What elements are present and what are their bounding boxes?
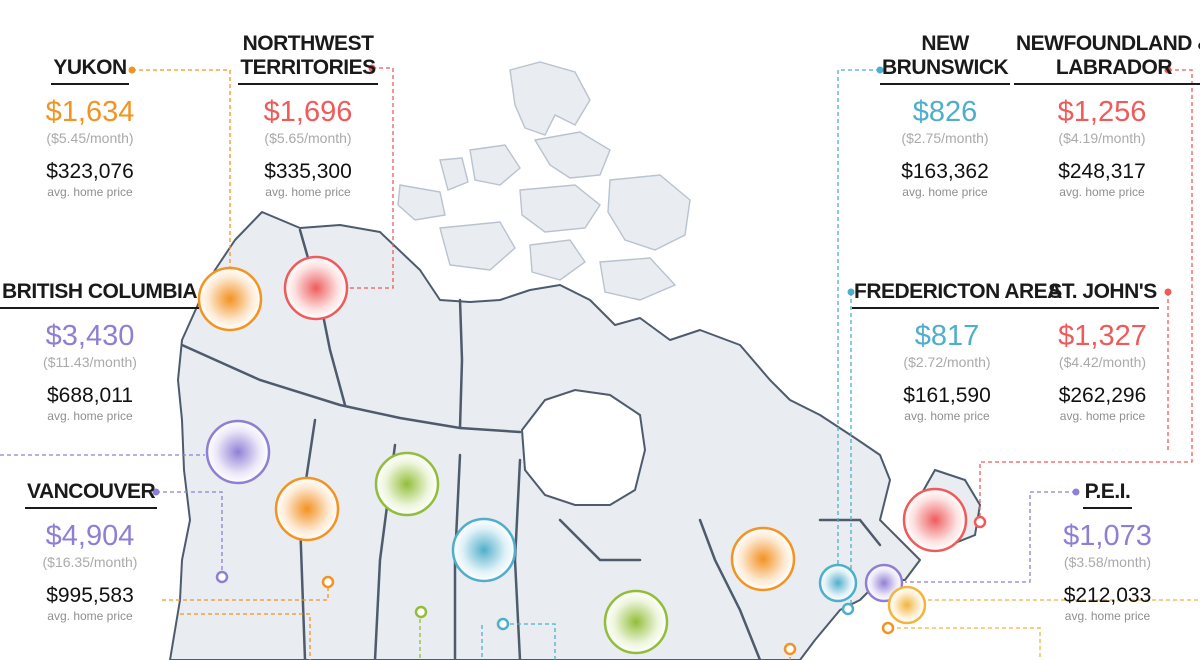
annual-cost: $826 bbox=[912, 96, 978, 128]
bubble-yukon bbox=[197, 266, 263, 332]
region-pei: P.E.I. $1,073 ($3.58/month) $212,033 avg… bbox=[1050, 480, 1165, 624]
annual-cost: $1,634 bbox=[45, 96, 135, 128]
avg-home-price-label: avg. home price bbox=[1059, 409, 1146, 423]
monthly-cost: ($2.72/month) bbox=[903, 354, 991, 370]
region-st-johns: ST. JOHN'S $1,327 ($4.42/month) $262,296… bbox=[1040, 280, 1165, 424]
bubble-manitoba bbox=[451, 517, 517, 583]
annual-cost: $817 bbox=[914, 320, 980, 352]
hudson-bay bbox=[520, 388, 647, 506]
avg-home-price-label: avg. home price bbox=[265, 185, 351, 199]
region-name: FREDERICTON AREA bbox=[852, 280, 1064, 309]
bubble-nwt bbox=[283, 255, 349, 321]
monthly-cost: ($5.65/month) bbox=[264, 130, 352, 146]
bubble-newfoundland bbox=[902, 487, 968, 553]
bubble-quebec bbox=[730, 526, 796, 592]
bubble-saskatchewan bbox=[374, 451, 440, 517]
monthly-cost: ($11.43/month) bbox=[43, 354, 137, 370]
avg-home-price-label: avg. home price bbox=[902, 185, 988, 199]
avg-home-price-label: avg. home price bbox=[1064, 609, 1151, 623]
monthly-cost: ($3.58/month) bbox=[1063, 554, 1152, 570]
monthly-cost: ($4.19/month) bbox=[1058, 130, 1146, 146]
avg-home-price: $335,300 bbox=[264, 160, 352, 183]
region-name: BRITISH COLUMBIA bbox=[0, 280, 199, 309]
avg-home-price: $323,076 bbox=[46, 160, 134, 183]
monthly-cost: ($2.75/month) bbox=[901, 130, 989, 146]
avg-home-price: $248,317 bbox=[1058, 160, 1146, 183]
annual-cost: $1,073 bbox=[1063, 520, 1152, 552]
avg-home-price: $212,033 bbox=[1063, 584, 1152, 607]
bubble-alberta bbox=[274, 476, 340, 542]
annual-cost: $1,327 bbox=[1058, 320, 1147, 352]
avg-home-price-label: avg. home price bbox=[1059, 185, 1145, 199]
annual-cost: $3,430 bbox=[45, 320, 135, 352]
annual-cost: $1,256 bbox=[1057, 96, 1147, 128]
avg-home-price-label: avg. home price bbox=[47, 409, 133, 423]
avg-home-price: $262,296 bbox=[1058, 384, 1147, 407]
annual-cost: $1,696 bbox=[263, 96, 353, 128]
region-name: VANCOUVER bbox=[25, 480, 158, 509]
monthly-cost: ($4.42/month) bbox=[1058, 354, 1147, 370]
region-name: NORTHWEST TERRITORIES bbox=[238, 32, 378, 85]
region-new-brunswick: NEW BRUNSWICK $826 ($2.75/month) $163,362… bbox=[880, 32, 1011, 200]
anchor-dots bbox=[128, 64, 1172, 656]
region-northwest-territories: NORTHWEST TERRITORIES $1,696 ($5.65/month… bbox=[238, 32, 378, 200]
avg-home-price-label: avg. home price bbox=[904, 409, 990, 423]
region-fredericton-area: FREDERICTON AREA $817 ($2.72/month) $161… bbox=[852, 280, 1064, 424]
region-name: ST. JOHN'S bbox=[1046, 280, 1159, 309]
bubble-bc bbox=[205, 419, 271, 485]
arctic-islands bbox=[397, 61, 691, 301]
avg-home-price: $995,583 bbox=[46, 584, 134, 607]
monthly-cost: ($16.35/month) bbox=[42, 554, 138, 570]
avg-home-price-label: avg. home price bbox=[47, 185, 133, 199]
region-name: NEW BRUNSWICK bbox=[880, 32, 1011, 85]
region-yukon: YUKON $1,634 ($5.45/month) $323,076 avg.… bbox=[30, 56, 150, 200]
avg-home-price: $688,011 bbox=[46, 384, 134, 407]
bubble-nova-scotia bbox=[887, 585, 927, 625]
bubble-new-brunswick bbox=[818, 563, 858, 603]
region-name: YUKON bbox=[51, 56, 129, 85]
avg-home-price: $161,590 bbox=[903, 384, 991, 407]
bubble-ontario bbox=[603, 589, 669, 655]
avg-home-price-label: avg. home price bbox=[47, 609, 133, 623]
connector-lines bbox=[0, 67, 1200, 660]
bubbles bbox=[197, 255, 968, 655]
region-british-columbia: BRITISH COLUMBIA $3,430 ($11.43/month) $… bbox=[0, 280, 199, 424]
region-vancouver: VANCOUVER $4,904 ($16.35/month) $995,583… bbox=[25, 480, 158, 624]
region-name: NEWFOUNDLAND & LABRADOR bbox=[1014, 32, 1200, 85]
annual-cost: $4,904 bbox=[45, 520, 135, 552]
monthly-cost: ($5.45/month) bbox=[46, 130, 134, 146]
region-newfoundland-labrador: NEWFOUNDLAND & LABRADOR $1,256 ($4.19/mon… bbox=[1014, 32, 1200, 200]
region-name: P.E.I. bbox=[1082, 480, 1133, 509]
avg-home-price: $163,362 bbox=[901, 160, 989, 183]
